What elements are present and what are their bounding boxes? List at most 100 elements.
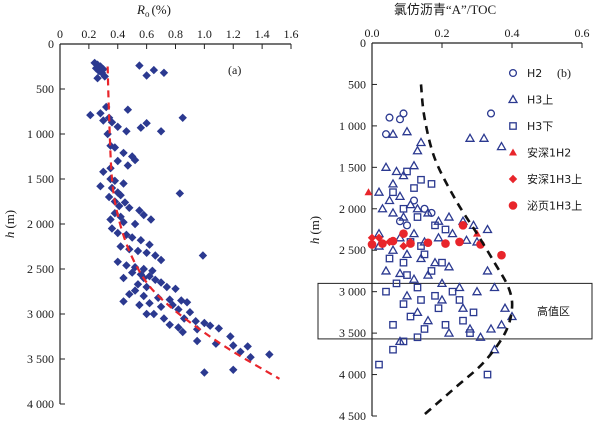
data-point <box>135 206 144 215</box>
data-point <box>136 236 146 245</box>
data-point <box>459 316 467 325</box>
legend-marker <box>507 94 519 104</box>
data-point <box>420 250 429 259</box>
data-point <box>145 240 154 249</box>
data-point <box>171 284 180 293</box>
data-point <box>457 302 469 312</box>
data-point <box>412 145 423 155</box>
x-tick-label: 1.6 <box>284 27 299 41</box>
data-point <box>113 257 122 266</box>
data-point <box>427 180 436 188</box>
data-point <box>364 188 373 196</box>
data-point <box>380 265 392 275</box>
data-point <box>107 224 117 233</box>
data-point <box>413 333 422 342</box>
data-point <box>122 127 131 136</box>
data-point <box>395 217 405 226</box>
data-point <box>475 331 486 341</box>
panel-b: 0.0 0.2 0.4 0.6 0 500 1 000 1 500 2 000 2 500 3 0… <box>307 2 593 423</box>
data-point <box>125 203 134 212</box>
data-point <box>398 211 409 221</box>
y-tick-label: 0 <box>48 37 54 51</box>
data-point <box>102 102 111 112</box>
data-point <box>406 239 415 248</box>
data-point <box>114 201 124 211</box>
data-point <box>429 257 441 267</box>
legend-label: H2 <box>527 67 542 80</box>
data-point <box>119 218 128 227</box>
panel-b-trend-line <box>419 84 514 416</box>
data-point <box>417 296 425 304</box>
x-tick-label: 0.2 <box>435 26 450 40</box>
data-point <box>389 345 397 354</box>
data-point <box>377 203 388 213</box>
data-point <box>385 254 394 263</box>
data-point <box>99 65 108 74</box>
data-point <box>142 248 151 257</box>
legend-label: 安深1H3上 <box>527 172 582 186</box>
data-point <box>86 110 95 120</box>
data-point <box>135 300 144 310</box>
x-tick-label: 0.2 <box>81 27 96 41</box>
data-point <box>422 207 434 217</box>
data-point <box>406 312 415 321</box>
data-point <box>113 228 122 238</box>
data-point <box>110 143 120 152</box>
data-point <box>135 61 144 70</box>
data-point <box>373 186 385 196</box>
panel-a-x-ticks: 0 0.2 0.4 0.6 0.8 1.0 1.2 1.4 1.6 <box>57 27 299 49</box>
legend-label: 泌页1H3上 <box>527 200 582 213</box>
legend-marker <box>508 201 518 210</box>
data-point <box>413 283 422 292</box>
data-point <box>375 360 383 369</box>
panel-b-y-ticks: 0 500 1 000 1 500 2 000 2 500 3 000 3 500 4 000 4… <box>339 36 377 423</box>
data-point <box>438 258 446 267</box>
data-point <box>156 278 166 287</box>
x-tick-label: 0.6 <box>575 26 590 40</box>
data-point <box>466 329 474 337</box>
data-point <box>443 261 455 271</box>
x-tick-label: 0.4 <box>505 26 520 40</box>
data-point <box>434 304 443 313</box>
data-point <box>133 246 143 256</box>
data-point <box>122 261 131 270</box>
data-point <box>455 296 464 304</box>
data-point <box>408 228 420 238</box>
data-point <box>382 287 390 296</box>
data-point <box>236 347 245 356</box>
panel-b-x-axis-title: 氯仿沥青“A”/TOC <box>394 2 496 17</box>
data-point <box>99 167 108 176</box>
data-point <box>159 68 169 77</box>
data-point <box>127 233 137 242</box>
data-point <box>469 308 478 317</box>
y-tick-label: 3 500 <box>27 352 54 366</box>
data-point <box>408 160 420 170</box>
y-tick-label: 2 000 <box>339 202 366 216</box>
data-point <box>389 188 397 197</box>
data-point <box>214 324 224 333</box>
legend-label: H3下 <box>527 120 553 133</box>
data-point <box>94 66 104 76</box>
data-point <box>464 323 476 333</box>
data-point <box>402 221 412 230</box>
y-tick-label: 500 <box>348 77 366 91</box>
data-point <box>119 179 128 188</box>
data-point <box>399 241 408 251</box>
data-point <box>483 370 492 379</box>
data-point <box>191 317 200 326</box>
data-point <box>489 282 500 292</box>
data-point <box>415 137 427 147</box>
data-point <box>458 221 468 230</box>
data-point <box>399 258 408 267</box>
data-point <box>399 204 408 213</box>
data-point <box>142 309 151 319</box>
data-point <box>243 342 252 351</box>
data-point <box>127 152 137 161</box>
y-tick-label: 1 000 <box>27 127 54 141</box>
data-point <box>119 297 128 306</box>
data-point <box>417 175 425 184</box>
legend-item: H3上 <box>507 94 553 107</box>
y-tick-label: 4 000 <box>339 368 366 382</box>
data-point <box>485 323 497 333</box>
y-tick-label: 1 500 <box>27 172 54 186</box>
